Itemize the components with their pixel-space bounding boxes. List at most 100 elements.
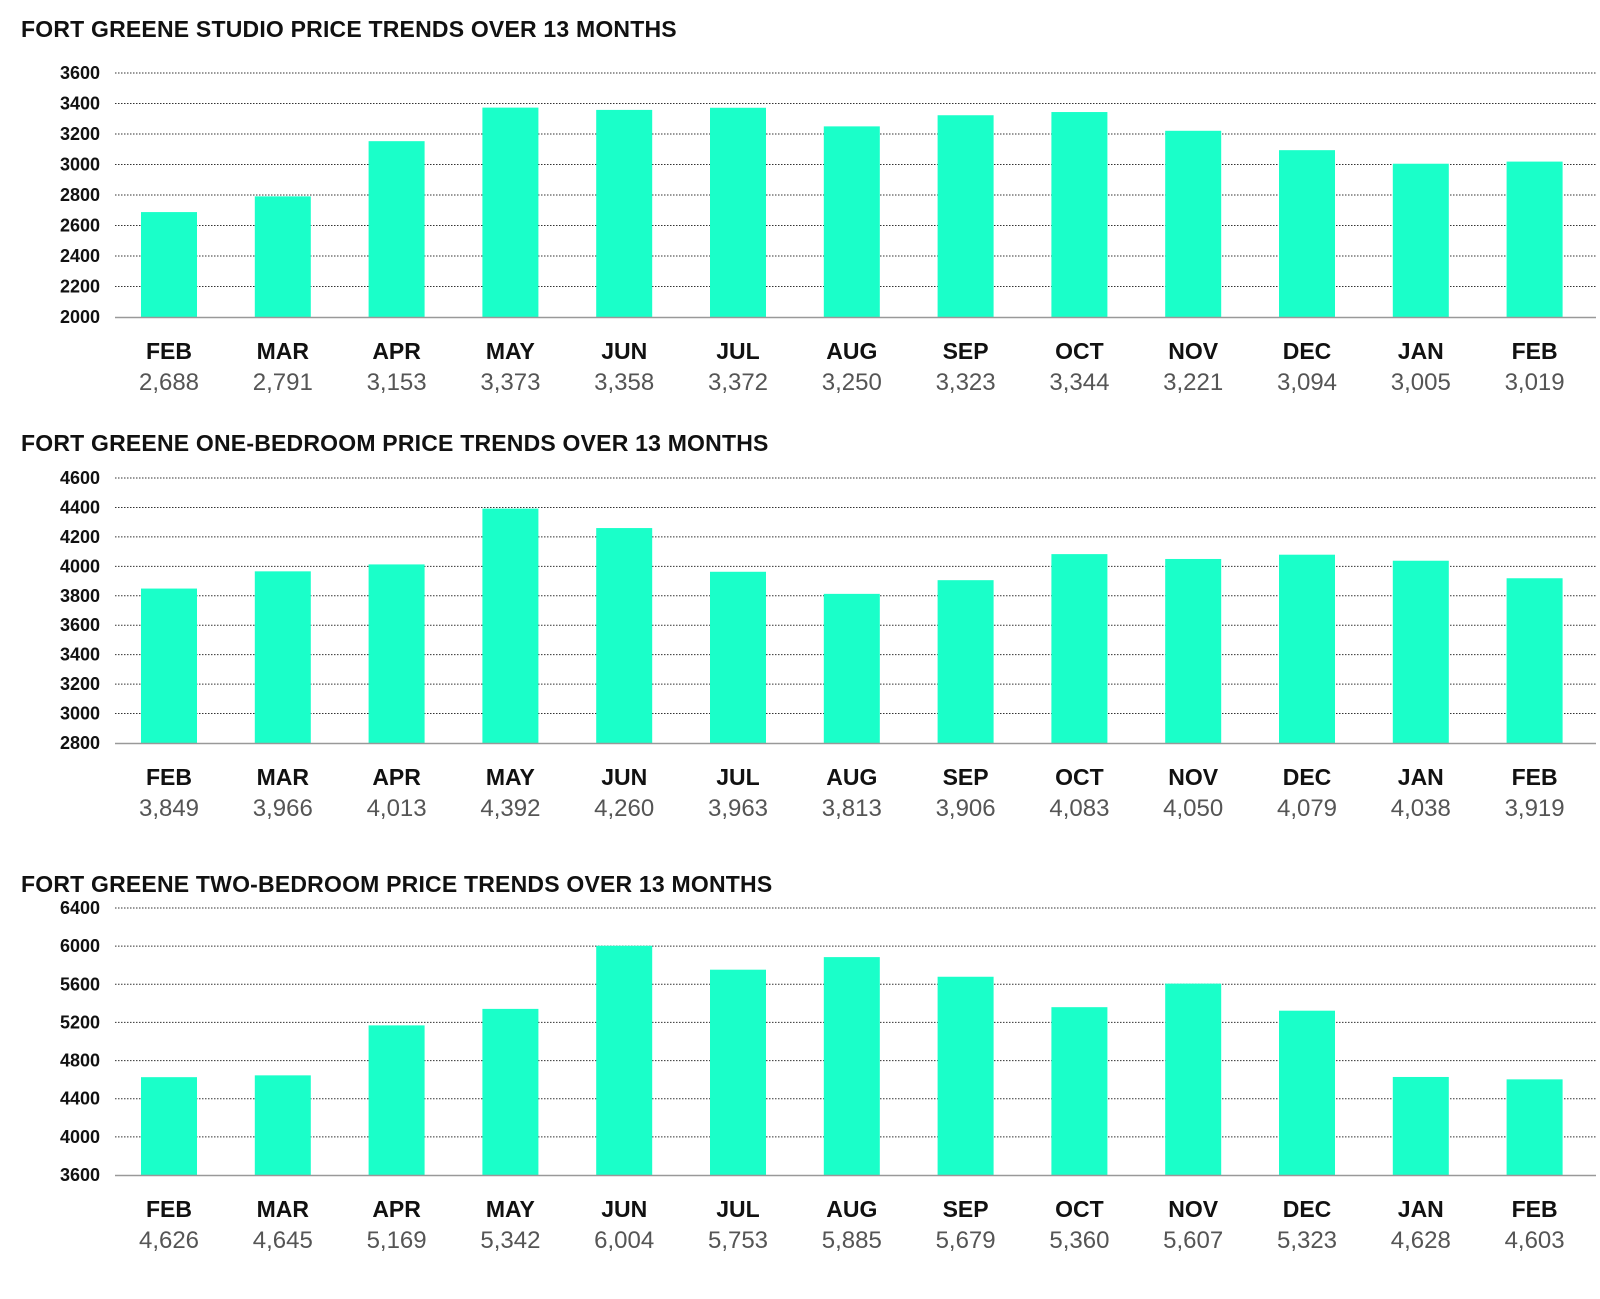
x-tick-label: DEC [1283, 338, 1332, 364]
x-tick-label: OCT [1055, 1196, 1104, 1222]
y-tick-label: 6000 [60, 936, 100, 956]
data-label: 4,050 [1163, 795, 1223, 822]
bar [596, 945, 653, 1175]
x-tick-label: JUL [716, 1196, 759, 1222]
x-tick-label: MAY [486, 764, 535, 790]
x-tick-label: FEB [146, 1196, 192, 1222]
data-label: 3,094 [1277, 369, 1337, 396]
x-tick-label: APR [372, 764, 421, 790]
bar [710, 969, 766, 1175]
bar [1392, 560, 1449, 743]
bar [596, 528, 653, 743]
data-label: 3,813 [822, 795, 882, 822]
chart-title: FORT GREENE ONE-BEDROOM PRICE TRENDS OVE… [21, 430, 769, 456]
x-tick-label: FEB [1512, 338, 1558, 364]
x-tick-label: JUL [716, 338, 759, 364]
bar [1506, 1079, 1563, 1175]
y-tick-label: 6400 [60, 898, 100, 918]
chart-title: FORT GREENE STUDIO PRICE TRENDS OVER 13 … [21, 16, 677, 42]
data-label: 4,079 [1277, 795, 1337, 822]
x-tick-label: JUN [601, 338, 647, 364]
x-tick-label: MAY [486, 338, 535, 364]
y-tick-label: 3200 [60, 124, 100, 144]
data-label: 3,019 [1505, 369, 1565, 396]
bar [1051, 1007, 1108, 1175]
data-label: 3,153 [367, 369, 427, 396]
data-label: 4,083 [1049, 795, 1109, 822]
bar [710, 107, 766, 318]
data-label: 4,392 [480, 795, 540, 822]
bar [368, 141, 425, 317]
x-tick-label: JUL [716, 764, 759, 790]
bar [1506, 161, 1563, 317]
bar [1392, 163, 1449, 317]
y-tick-label: 3600 [60, 615, 100, 635]
data-label: 3,358 [594, 369, 654, 396]
y-tick-label: 3600 [60, 63, 100, 83]
x-tick-label: DEC [1283, 1196, 1332, 1222]
one-bedroom-chart: FORT GREENE ONE-BEDROOM PRICE TRENDS OVE… [0, 430, 1600, 840]
data-label: 2,688 [139, 369, 199, 396]
x-tick-label: MAR [257, 338, 310, 364]
bar [937, 580, 994, 743]
bar [482, 1008, 539, 1175]
data-label: 3,372 [708, 369, 768, 396]
bar [368, 564, 425, 743]
x-tick-label: MAR [257, 1196, 310, 1222]
x-tick-label: FEB [1512, 764, 1558, 790]
x-tick-label: OCT [1055, 764, 1104, 790]
y-tick-label: 4200 [60, 527, 100, 547]
data-label: 3,963 [708, 795, 768, 822]
data-label: 5,342 [480, 1227, 540, 1254]
data-label: 3,221 [1163, 369, 1223, 396]
x-tick-label: JUN [601, 1196, 647, 1222]
y-tick-label: 2800 [60, 733, 100, 753]
y-tick-label: 4800 [60, 1051, 100, 1071]
data-label: 4,628 [1391, 1227, 1451, 1254]
x-tick-label: FEB [146, 338, 192, 364]
data-label: 3,373 [480, 369, 540, 396]
y-tick-label: 2200 [60, 277, 100, 297]
data-label: 3,966 [253, 795, 313, 822]
data-label: 5,753 [708, 1227, 768, 1254]
bar [254, 1075, 311, 1175]
bar [1506, 578, 1563, 743]
bar [1392, 1076, 1449, 1175]
y-tick-label: 2800 [60, 185, 100, 205]
data-label: 4,260 [594, 795, 654, 822]
bar [937, 115, 994, 318]
x-tick-label: NOV [1168, 764, 1219, 790]
x-tick-label: JUN [601, 764, 647, 790]
y-tick-label: 3000 [60, 704, 100, 724]
data-label: 5,323 [1277, 1227, 1337, 1254]
bar [937, 976, 994, 1175]
bar [482, 107, 539, 318]
data-label: 5,679 [936, 1227, 996, 1254]
bar [482, 508, 539, 743]
data-label: 3,849 [139, 795, 199, 822]
y-tick-label: 4400 [60, 1089, 100, 1109]
x-tick-label: DEC [1283, 764, 1332, 790]
bar [823, 593, 880, 743]
x-tick-label: AUG [826, 764, 877, 790]
x-tick-label: NOV [1168, 1196, 1219, 1222]
data-label: 3,250 [822, 369, 882, 396]
x-tick-label: OCT [1055, 338, 1104, 364]
y-tick-label: 4000 [60, 1127, 100, 1147]
y-tick-label: 4000 [60, 556, 100, 576]
bar-chart-svg: 2000 2200 2400 2600 2800 3000 3200 3400 3600 FEB 2… [60, 63, 1596, 396]
y-tick-label: 4400 [60, 497, 100, 517]
data-label: 5,885 [822, 1227, 882, 1254]
x-tick-label: SEP [943, 338, 989, 364]
x-tick-label: NOV [1168, 338, 1219, 364]
y-tick-label: 4600 [60, 468, 100, 488]
x-tick-label: SEP [943, 764, 989, 790]
x-tick-label: FEB [1512, 1196, 1558, 1222]
x-tick-label: MAR [257, 764, 310, 790]
y-tick-label: 5200 [60, 1012, 100, 1032]
x-tick-label: APR [372, 338, 421, 364]
x-tick-label: SEP [943, 1196, 989, 1222]
bar [596, 109, 653, 317]
two-bedroom-chart: FORT GREENE TWO-BEDROOM PRICE TRENDS OVE… [0, 871, 1600, 1281]
chart-title: FORT GREENE TWO-BEDROOM PRICE TRENDS OVE… [21, 871, 773, 897]
